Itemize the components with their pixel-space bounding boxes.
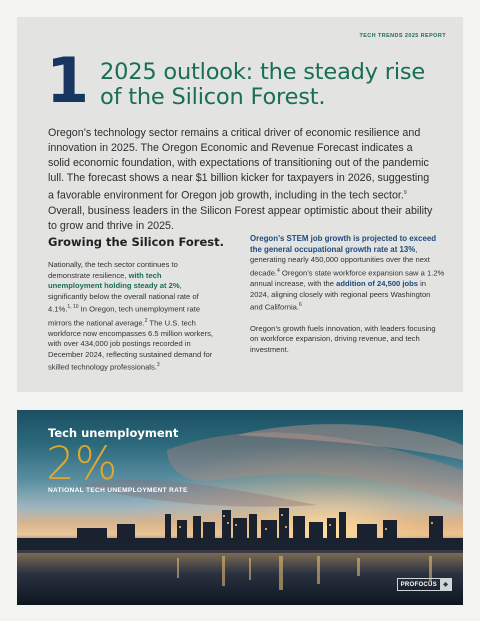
- left-column-heading: Growing the Silicon Forest.: [48, 235, 224, 249]
- right-text-3: in 2024, aligning closely with regional …: [250, 278, 431, 312]
- section-number: 1: [46, 44, 90, 117]
- footnote-ref: 3: [156, 362, 160, 369]
- right-text-2: Oregon’s state workforce expansion saw a…: [250, 268, 445, 288]
- unemployment-stat: 2%: [46, 437, 118, 490]
- footnote-ref: 6: [298, 302, 302, 309]
- footnote-ref: 1, 10: [67, 304, 79, 311]
- footnote-ref: 4: [277, 267, 280, 274]
- left-text-2: , significantly below the overall nation…: [48, 281, 199, 314]
- stat-caption: NATIONAL TECH UNEMPLOYMENT RATE: [48, 487, 188, 494]
- left-text-4: The U.S. tech workforce now encompasses …: [48, 318, 214, 372]
- section-title: 2025 outlook: the steady rise of the Sil…: [100, 59, 426, 110]
- footnote-ref: 9: [403, 190, 407, 196]
- left-text-3: In Oregon, tech unemployment rate mirror…: [48, 304, 201, 328]
- panel-title: Tech unemployment: [48, 426, 179, 440]
- intro-text-1: Oregon’s technology sector remains a cri…: [48, 127, 430, 202]
- company-logo: PROFOCUS ◆: [396, 578, 452, 591]
- right-text-1: , generating nearly 450,000 opportunitie…: [250, 244, 430, 278]
- skyline-illustration: [17, 410, 463, 605]
- right-column-body: Oregon’s STEM job growth is projected to…: [250, 234, 445, 356]
- city-skyline-photo: Tech unemployment 2% NATIONAL TECH UNEMP…: [17, 410, 463, 605]
- logo-mark-icon: ◆: [440, 579, 451, 590]
- intro-paragraph: Oregon’s technology sector remains a cri…: [48, 126, 436, 234]
- left-text-1: Nationally, the tech sector continues to…: [48, 260, 178, 280]
- logo-text: PROFOCUS: [400, 581, 437, 588]
- report-tag: TECH TRENDS 2025 REPORT: [359, 33, 446, 39]
- right-highlight: addition of 24,500 jobs: [336, 278, 418, 288]
- left-highlight: with tech unemployment holding steady at…: [48, 270, 180, 291]
- right-paragraph-2: Oregon’s growth fuels innovation, with l…: [250, 323, 436, 354]
- right-lead-highlight: Oregon’s STEM job growth is projected to…: [250, 234, 437, 254]
- content-card: TECH TRENDS 2025 REPORT 1 2025 outlook: …: [17, 17, 463, 392]
- intro-text-2: Overall, business leaders in the Silicon…: [48, 204, 433, 232]
- left-column-body: Nationally, the tech sector continues to…: [48, 260, 216, 374]
- footnote-ref: 2: [144, 317, 148, 324]
